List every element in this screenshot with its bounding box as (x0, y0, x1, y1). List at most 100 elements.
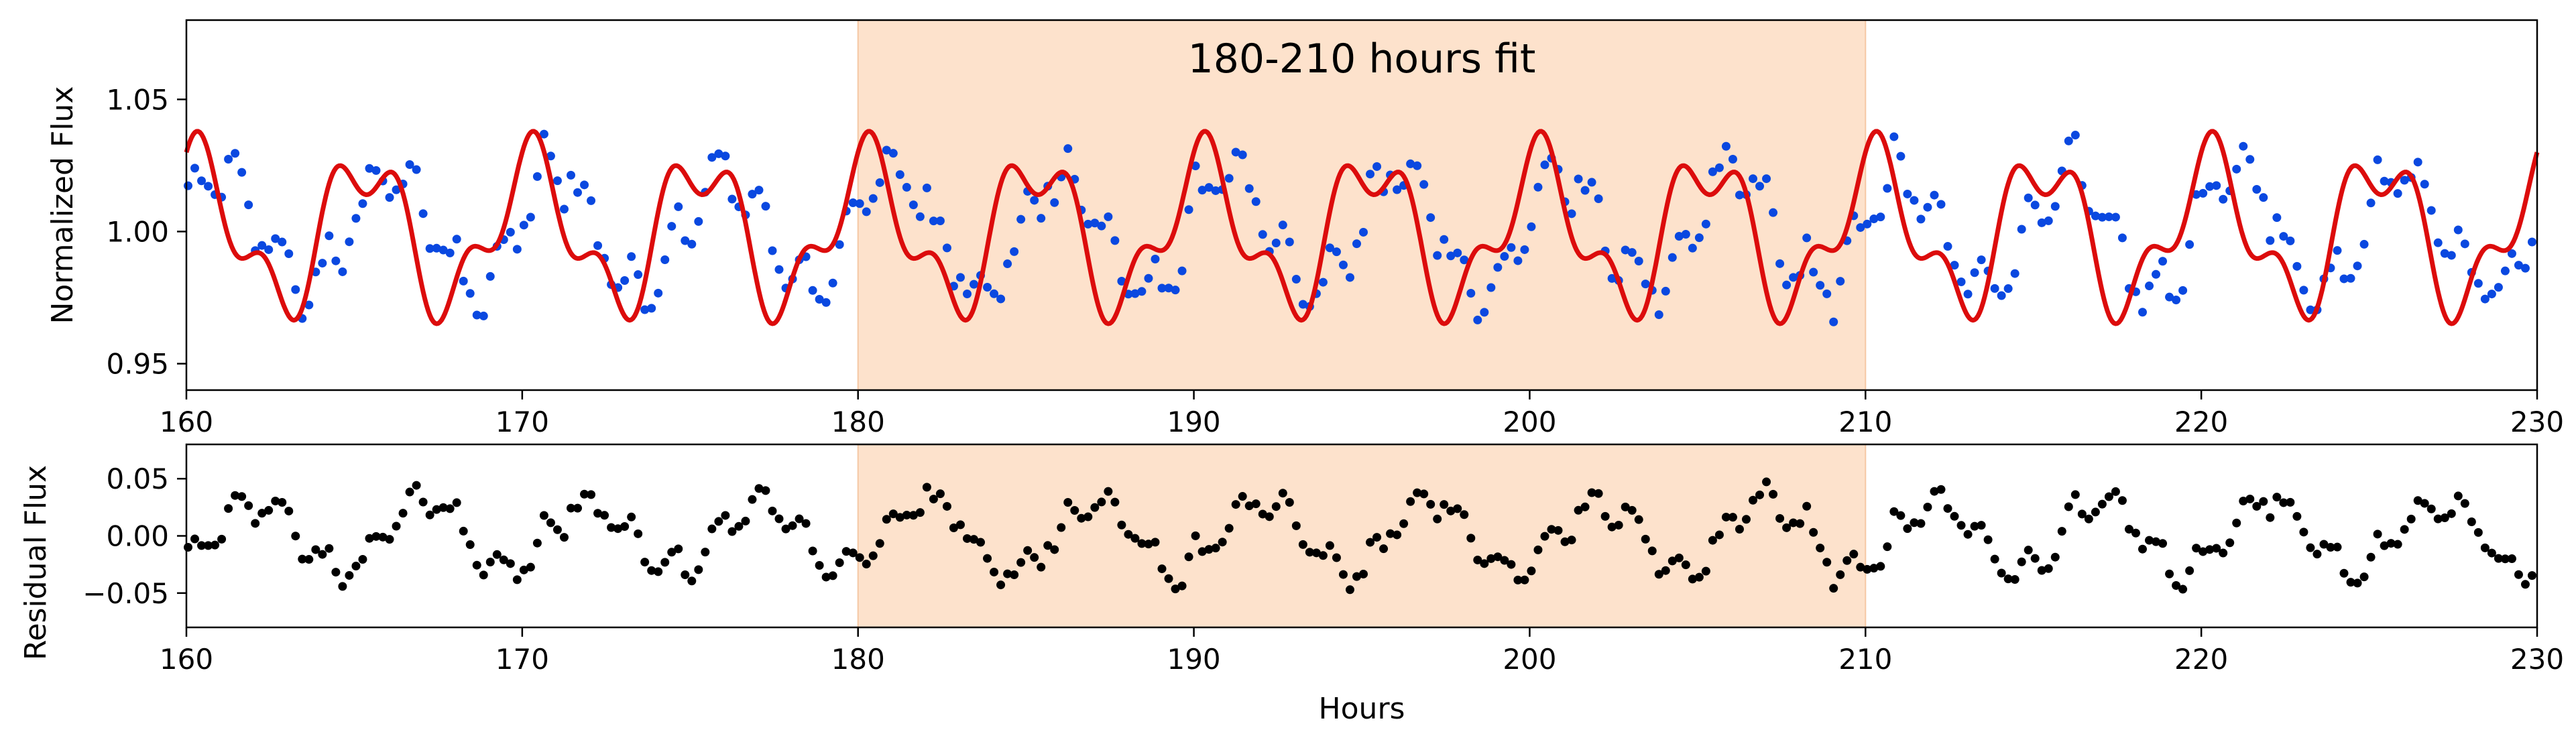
flux-point (459, 276, 468, 286)
residual-point (1171, 584, 1180, 594)
flux-point (754, 186, 764, 195)
residual-point (2299, 528, 2308, 537)
residual-point (244, 501, 253, 510)
residual-point (526, 562, 535, 572)
residual-point (1366, 538, 1375, 547)
residual-point (875, 539, 884, 548)
flux-point (962, 290, 972, 299)
flux-point (654, 288, 663, 298)
flux-point (2158, 257, 2168, 266)
top-highlight-span (857, 19, 1867, 391)
flux-point (660, 255, 670, 265)
residual-point (1889, 507, 1899, 516)
flux-point (2232, 164, 2241, 174)
residual-point (895, 513, 904, 522)
residual-point (754, 484, 764, 493)
residual-point (1332, 553, 1341, 562)
residual-point (2145, 536, 2154, 545)
flux-point (1661, 286, 1670, 296)
residual-point (1708, 536, 1717, 545)
residual-point (1775, 513, 1785, 523)
residual-point (1413, 488, 1422, 497)
residual-point (2500, 554, 2510, 564)
residual-point (942, 501, 951, 511)
flux-point (1184, 205, 1193, 214)
residual-point (237, 492, 247, 501)
flux-point (875, 178, 884, 187)
residual-point (2359, 572, 2369, 582)
flux-point (593, 241, 603, 250)
flux-point (1755, 182, 1765, 191)
flux-point (425, 244, 434, 253)
flux-point (1238, 150, 1247, 160)
residual-point (2091, 507, 2100, 517)
flux-point (566, 170, 575, 180)
residual-point (2131, 528, 2140, 538)
residual-point (613, 524, 623, 534)
flux-point (1714, 163, 1724, 172)
residual-point (298, 554, 307, 564)
x-tick-label: 200 (1503, 406, 1556, 438)
bottom-y-axis-label: Residual Flux (19, 465, 53, 660)
x-tick-label: 160 (160, 643, 213, 676)
residual-point (2366, 552, 2376, 562)
flux-point (539, 129, 548, 139)
residual-point (2520, 580, 2530, 589)
residual-point (1782, 523, 1792, 532)
flux-point (2199, 188, 2208, 198)
flux-point (445, 248, 455, 257)
flux-point (2527, 237, 2536, 247)
residual-point (2225, 538, 2235, 548)
flux-point (2172, 296, 2181, 305)
residual-point (1547, 525, 1556, 534)
residual-point (385, 535, 394, 544)
flux-point (1769, 208, 1778, 217)
residual-point (1218, 538, 1227, 547)
residual-point (1822, 558, 1832, 567)
residual-point (2205, 545, 2215, 554)
flux-point (2024, 193, 2033, 202)
flux-point (1594, 194, 1603, 204)
residual-point (2192, 544, 2201, 553)
flux-point (1910, 196, 1919, 205)
residual-point (1090, 503, 1100, 512)
residual-point (1977, 521, 1986, 530)
residual-point (593, 509, 603, 518)
residual-point (2111, 487, 2120, 496)
residual-point (2420, 499, 2429, 508)
x-tick-label: 210 (1838, 406, 1892, 438)
residual-point (465, 540, 475, 550)
flux-point (1970, 268, 1979, 277)
flux-point (2003, 284, 2013, 294)
residual-point (1352, 572, 1361, 581)
flux-point (1500, 252, 1509, 261)
residual-point (1070, 505, 1079, 515)
y-tick-label: 0.05 (106, 462, 169, 495)
residual-point (1903, 524, 1912, 534)
residual-point (2064, 502, 2073, 511)
flux-point (1587, 178, 1596, 187)
flux-point (257, 241, 267, 250)
flux-point (1856, 223, 1865, 232)
flux-point (338, 267, 347, 276)
x-tick-label: 220 (2174, 643, 2228, 676)
flux-point (2245, 155, 2255, 164)
flux-point (647, 304, 656, 313)
flux-point (942, 243, 951, 253)
flux-point (351, 214, 361, 223)
flux-point (835, 240, 844, 249)
residual-point (264, 505, 274, 515)
flux-point (2030, 200, 2040, 210)
residual-point (1104, 487, 1113, 496)
residual-point (1769, 489, 1778, 499)
residual-point (1950, 511, 1959, 521)
residual-point (1433, 514, 1442, 523)
flux-point (392, 185, 401, 194)
flux-point (1762, 174, 1771, 184)
flux-point (1151, 255, 1160, 264)
flux-point (231, 149, 240, 158)
flux-point (1507, 243, 1516, 252)
residual-point (2259, 497, 2268, 506)
residual-point (587, 490, 596, 499)
flux-point (2440, 249, 2449, 258)
